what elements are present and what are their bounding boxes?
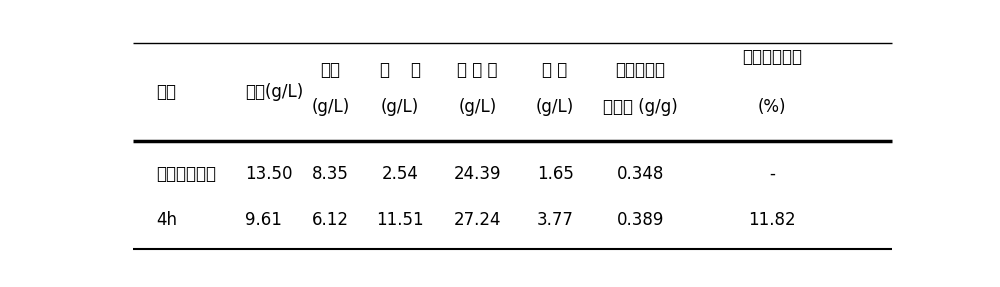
Text: 8.35: 8.35 (312, 165, 349, 183)
Text: -: - (769, 165, 775, 183)
Text: 总溢剂工程: 总溢剂工程 (615, 61, 665, 79)
Text: 单独梭菌发酵: 单独梭菌发酵 (156, 165, 216, 183)
Text: (g/L): (g/L) (536, 98, 574, 116)
Text: 2.54: 2.54 (382, 165, 419, 183)
Text: 转化率 (g/g): 转化率 (g/g) (603, 98, 678, 116)
Text: 时间: 时间 (156, 83, 176, 101)
Text: 6.12: 6.12 (312, 211, 349, 229)
Text: 27.24: 27.24 (454, 211, 501, 229)
Text: (g/L): (g/L) (458, 98, 497, 116)
Text: 1.65: 1.65 (537, 165, 574, 183)
Text: 11.51: 11.51 (376, 211, 424, 229)
Text: 24.39: 24.39 (454, 165, 501, 183)
Text: 总溢剂提高率: 总溢剂提高率 (742, 48, 802, 65)
Text: 丙酮: 丙酮 (320, 61, 340, 79)
Text: 11.82: 11.82 (748, 211, 796, 229)
Text: 9.61: 9.61 (245, 211, 282, 229)
Text: (g/L): (g/L) (311, 98, 350, 116)
Text: 4h: 4h (156, 211, 177, 229)
Text: (g/L): (g/L) (381, 98, 419, 116)
Text: 3.77: 3.77 (537, 211, 574, 229)
Text: 13.50: 13.50 (245, 165, 293, 183)
Text: 0.348: 0.348 (617, 165, 664, 183)
Text: 0.389: 0.389 (617, 211, 664, 229)
Text: 总 溢 剂: 总 溢 剂 (457, 61, 498, 79)
Text: 残 糖: 残 糖 (542, 61, 568, 79)
Text: 丁醇(g/L): 丁醇(g/L) (245, 83, 303, 101)
Text: (%): (%) (758, 98, 786, 116)
Text: 乙    醇: 乙 醇 (380, 61, 421, 79)
